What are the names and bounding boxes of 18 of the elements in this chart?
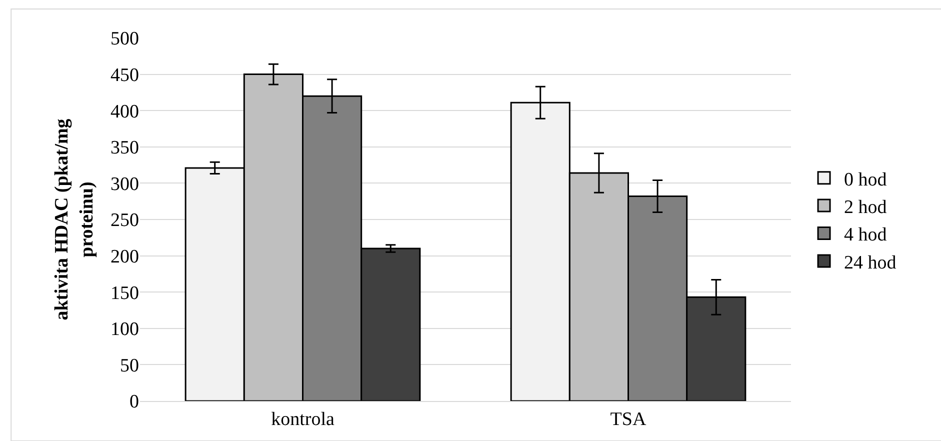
y-axis-title: aktivita HDAC (pkat/mg proteinu) [52,118,98,320]
y-tick-label: 50 [120,355,139,376]
legend-label: 4 hod [844,224,888,246]
y-tick-label: 350 [110,138,139,159]
x-tick-label: kontrola [271,408,335,430]
y-tick-label: 300 [110,174,139,195]
y-tick-label: 450 [110,64,139,86]
y-tick-label: 400 [110,101,139,122]
y-tick-label: 150 [110,282,139,304]
y-tick-label: 0 [130,392,139,413]
y-tick-label: 500 [110,28,139,50]
y-tick-label: 200 [110,246,139,268]
x-tick-label: TSA [610,408,646,430]
y-tick-label: 100 [110,319,139,340]
legend-label: 0 hod [844,169,888,190]
legend-label: 24 hod [844,252,897,274]
y-tick-label: 250 [110,210,139,232]
legend-label: 2 hod [844,196,888,218]
